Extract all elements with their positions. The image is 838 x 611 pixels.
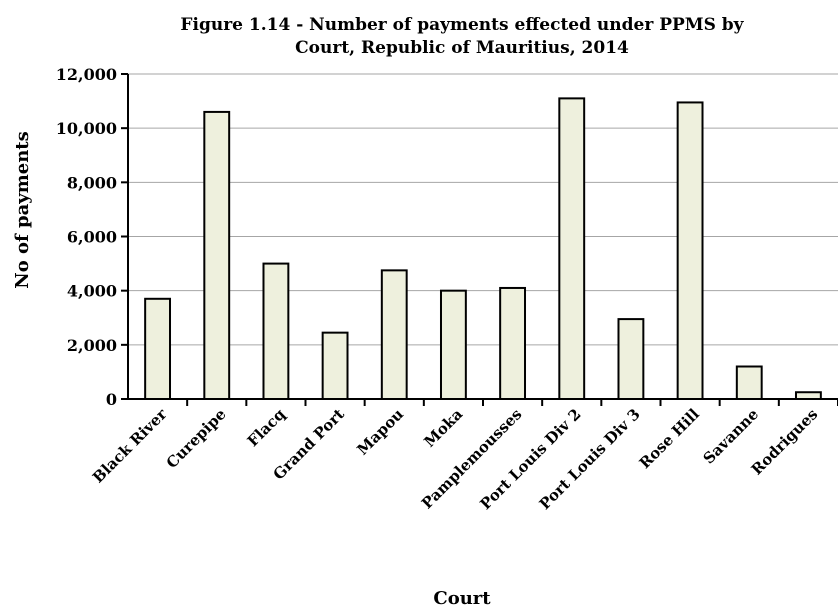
- x-category-label: Black River: [89, 404, 171, 486]
- axes: [127, 74, 838, 406]
- x-category-label: Moka: [420, 405, 466, 451]
- y-tick-label: 12,000: [56, 65, 117, 84]
- bar: [144, 297, 172, 400]
- bar: [203, 110, 231, 401]
- y-tick-label: 6,000: [67, 228, 117, 247]
- y-tick-label: 2,000: [67, 336, 117, 355]
- x-category-label: Pamplemousses: [418, 405, 525, 512]
- y-tick-label: 0: [106, 390, 117, 409]
- x-category-label: Port Louis Div 3: [536, 405, 644, 513]
- x-category-label: Flacq: [244, 405, 289, 450]
- y-tick-label: 4,000: [67, 282, 117, 301]
- bar: [499, 286, 527, 401]
- grid-lines: [128, 73, 838, 346]
- bar: [439, 289, 467, 400]
- x-category-label: Port Louis Div 2: [477, 405, 585, 513]
- chart-title-line-1: Figure 1.14 - Number of payments effecte…: [180, 15, 744, 35]
- x-category-label: Mapou: [354, 405, 408, 459]
- bar: [676, 101, 704, 400]
- bar: [794, 391, 822, 400]
- bar: [617, 318, 645, 400]
- bar: [735, 365, 763, 400]
- x-category-label: Curepipe: [163, 405, 230, 472]
- y-tick-label: 8,000: [67, 173, 117, 192]
- chart-title-line-2: Court, Republic of Mauritius, 2014: [295, 38, 629, 58]
- bar: [558, 97, 586, 400]
- y-axis-ticks: 0 2,000 4,000 6,000 8,000 10,000 12,000: [56, 65, 128, 409]
- bar: [262, 262, 290, 401]
- bar: [380, 269, 408, 400]
- x-category-label: Savanne: [700, 405, 762, 467]
- x-category-label: Rose Hill: [636, 405, 703, 472]
- x-axis-title: Court: [433, 588, 491, 609]
- bar: [321, 331, 349, 401]
- bars: [144, 97, 822, 401]
- y-axis-title: No of payments: [12, 131, 33, 288]
- y-tick-label: 10,000: [56, 119, 117, 138]
